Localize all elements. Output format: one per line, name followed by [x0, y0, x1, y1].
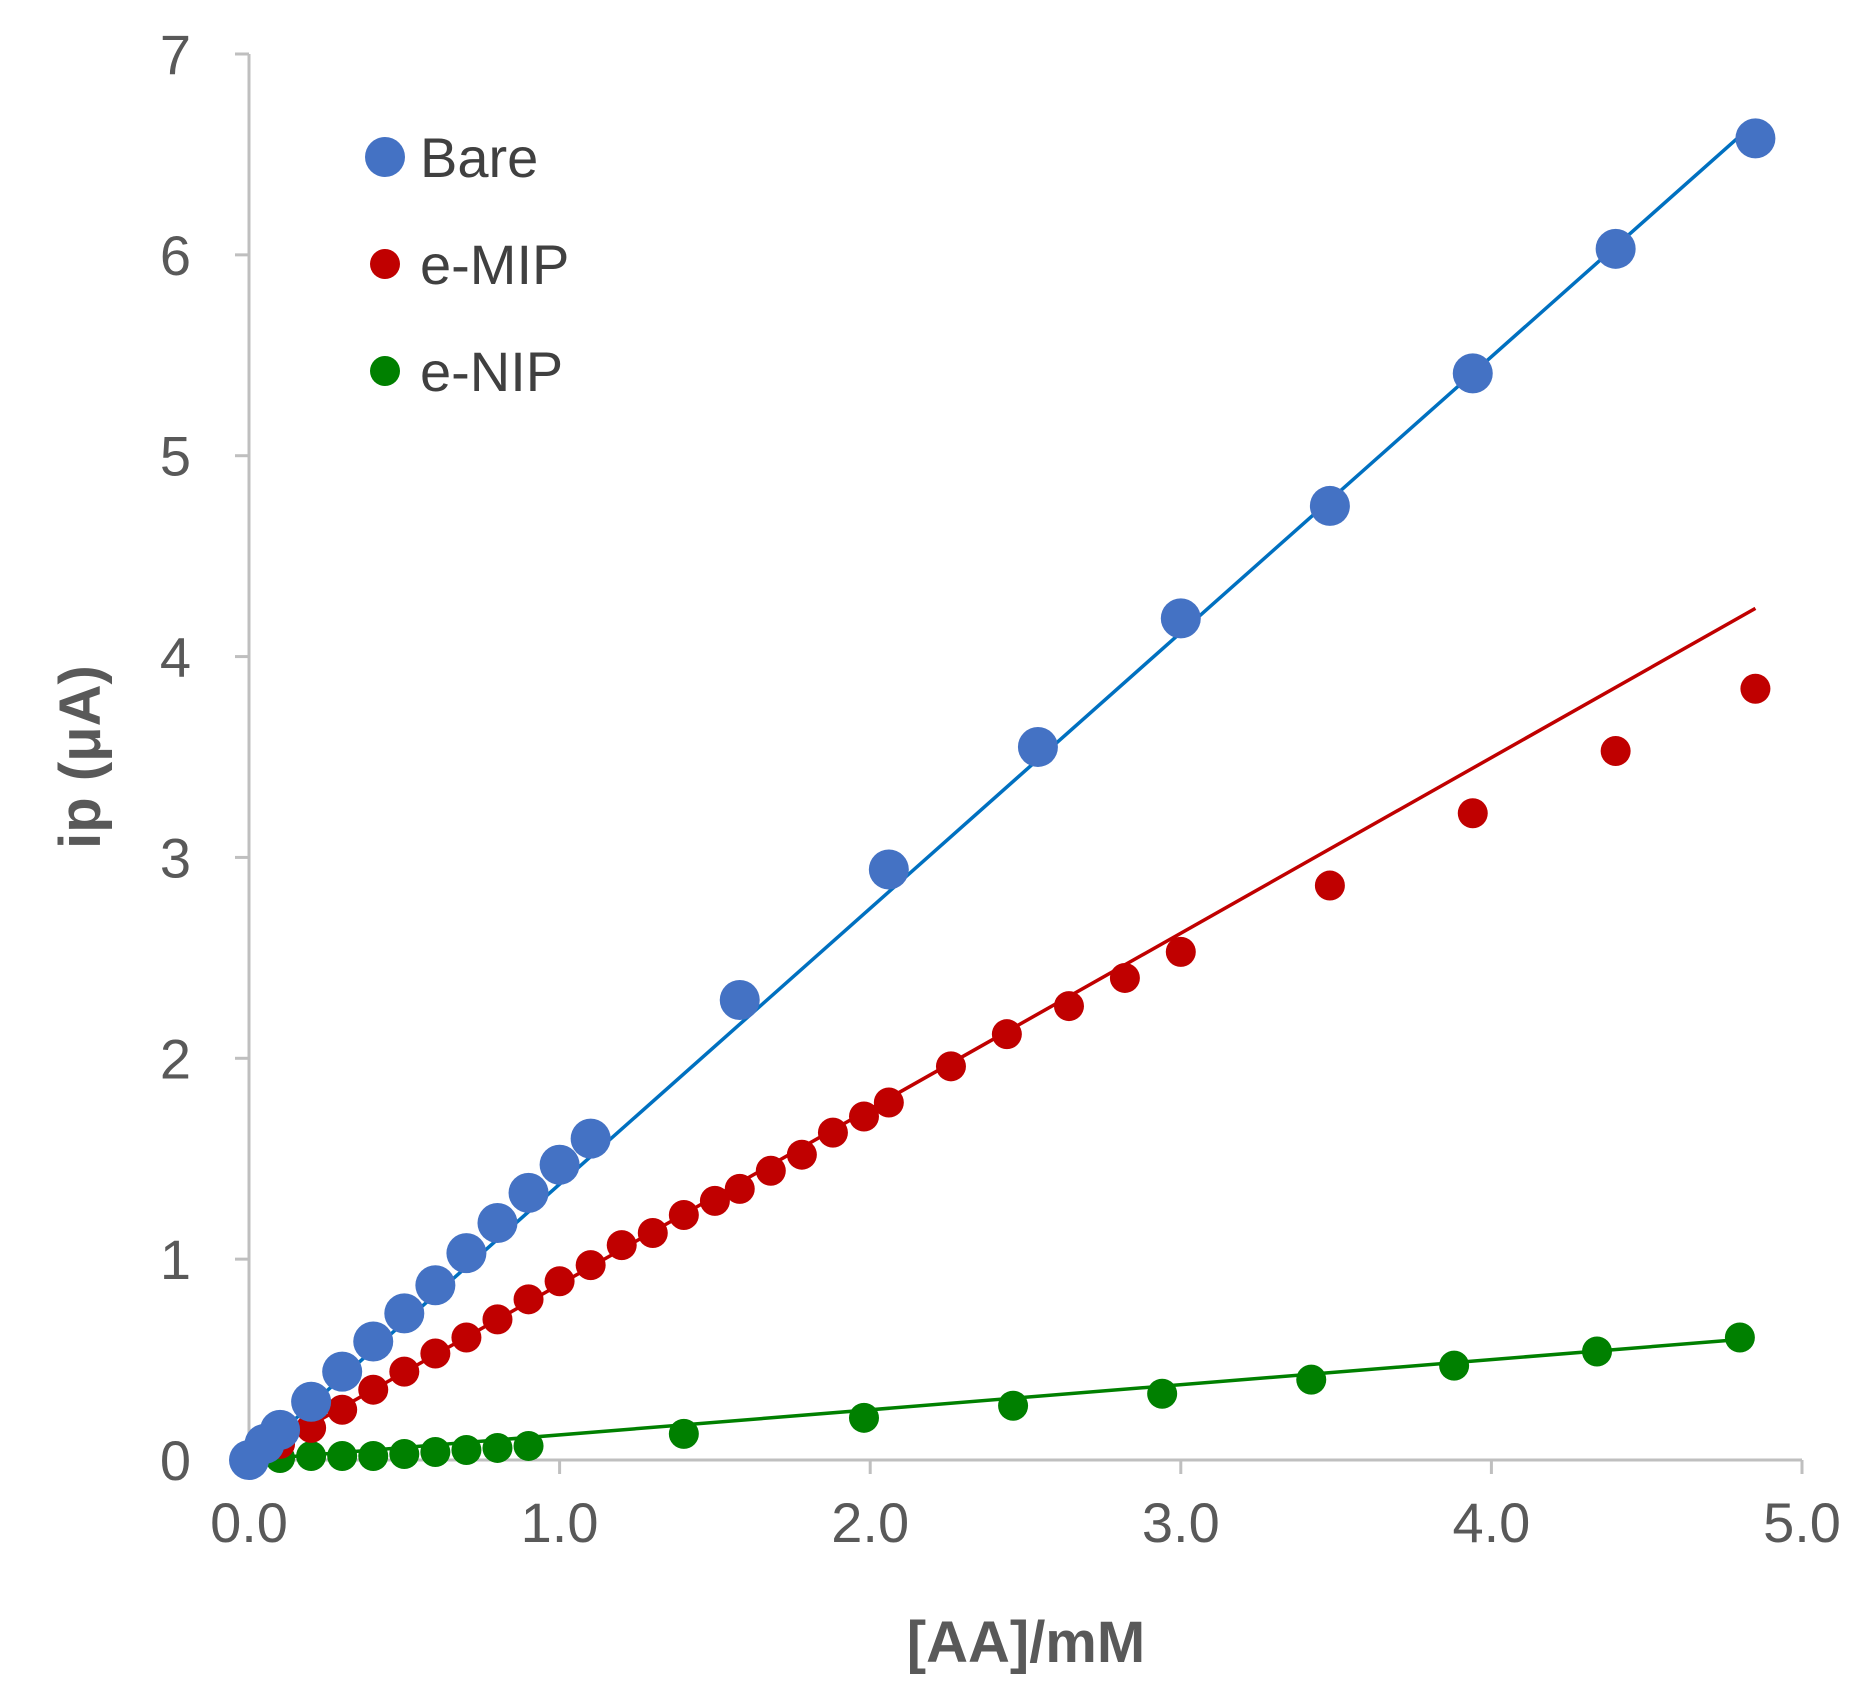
point-bare: [353, 1321, 394, 1362]
x-tick-label: 4.0: [1452, 1491, 1530, 1554]
point-e-mip: [389, 1356, 420, 1387]
point-e-nip: [327, 1440, 358, 1471]
y-tick-label: 7: [160, 23, 191, 86]
legend-label-e-mip: e-MIP: [420, 233, 569, 296]
series-e-nip: [234, 1322, 1755, 1475]
point-e-nip: [848, 1402, 879, 1433]
point-e-nip: [1296, 1364, 1327, 1395]
point-bare: [1452, 353, 1493, 394]
y-tick-label: 4: [160, 626, 191, 689]
y-tick-label: 3: [160, 826, 191, 889]
legend-item-e-mip: e-MIP: [370, 233, 569, 296]
point-bare: [868, 849, 909, 890]
axes: [247, 54, 1802, 1462]
point-bare: [384, 1293, 425, 1334]
point-e-nip: [1439, 1350, 1470, 1381]
point-e-mip: [991, 1019, 1022, 1050]
point-e-mip: [420, 1338, 451, 1369]
point-e-nip: [389, 1438, 420, 1469]
point-e-mip: [358, 1374, 389, 1405]
point-e-mip: [1314, 870, 1345, 901]
point-e-nip: [1724, 1322, 1755, 1353]
point-e-nip: [358, 1440, 389, 1471]
point-e-mip: [786, 1139, 817, 1170]
point-e-mip: [1053, 991, 1084, 1022]
y-tick-label: 1: [160, 1228, 191, 1291]
point-bare: [719, 980, 760, 1021]
point-e-mip: [935, 1051, 966, 1082]
legend-item-e-nip: e-NIP: [370, 340, 563, 403]
point-bare: [477, 1202, 518, 1243]
point-bare: [1160, 598, 1201, 639]
point-e-mip: [637, 1218, 668, 1249]
point-e-nip: [420, 1436, 451, 1467]
legend-marker-e-mip: [370, 249, 400, 279]
point-e-mip: [1457, 798, 1488, 829]
series-bare: [229, 118, 1776, 1480]
point-e-mip: [482, 1304, 513, 1335]
legend-marker-bare: [365, 137, 405, 177]
point-e-nip: [1582, 1336, 1613, 1367]
point-e-nip: [482, 1432, 513, 1463]
data-points: [229, 118, 1776, 1480]
point-e-mip: [1740, 673, 1771, 704]
point-e-nip: [513, 1430, 544, 1461]
x-tick-label: 0.0: [210, 1491, 288, 1554]
x-tick-label: 3.0: [1142, 1491, 1220, 1554]
point-e-mip: [817, 1117, 848, 1148]
point-bare: [508, 1172, 549, 1213]
point-e-nip: [668, 1418, 699, 1449]
y-tick-label: 5: [160, 425, 191, 488]
point-e-nip: [451, 1434, 482, 1465]
point-e-mip: [1600, 735, 1631, 766]
point-e-mip: [699, 1185, 730, 1216]
y-ticks: 0 1 2 3 4 5 6 7: [160, 23, 249, 1492]
y-axis-title: ip (μA): [48, 665, 113, 849]
point-e-mip: [1165, 936, 1196, 967]
point-e-mip: [544, 1266, 575, 1297]
point-e-nip: [998, 1390, 1029, 1421]
point-e-mip: [848, 1101, 879, 1132]
point-e-mip: [513, 1284, 544, 1315]
x-axis-title: [AA]/mM: [907, 1610, 1145, 1675]
point-bare: [322, 1351, 363, 1392]
point-e-mip: [1109, 962, 1140, 993]
point-e-mip: [606, 1230, 637, 1261]
point-e-mip: [575, 1250, 606, 1281]
point-e-nip: [1147, 1378, 1178, 1409]
point-e-mip: [668, 1199, 699, 1230]
y-tick-label: 0: [160, 1429, 191, 1492]
point-e-mip: [296, 1412, 327, 1443]
point-bare: [570, 1118, 611, 1159]
y-tick-label: 6: [160, 224, 191, 287]
point-bare: [1309, 485, 1350, 526]
series-e-mip: [234, 673, 1771, 1475]
legend-label-e-nip: e-NIP: [420, 340, 563, 403]
legend-marker-e-nip: [370, 356, 400, 386]
legend-label-bare: Bare: [420, 126, 538, 189]
point-bare: [539, 1144, 580, 1185]
point-bare: [1017, 726, 1058, 767]
point-bare: [446, 1233, 487, 1274]
x-tick-label: 1.0: [521, 1491, 599, 1554]
legend-item-bare: Bare: [365, 126, 538, 189]
legend: Bare e-MIP e-NIP: [365, 126, 569, 403]
point-e-mip: [327, 1394, 358, 1425]
x-tick-label: 5.0: [1763, 1491, 1841, 1554]
point-bare: [1595, 228, 1636, 269]
point-e-mip: [755, 1155, 786, 1186]
point-bare: [260, 1409, 301, 1450]
y-tick-label: 2: [160, 1027, 191, 1090]
point-bare: [1735, 118, 1776, 159]
point-e-nip: [296, 1440, 327, 1471]
point-e-mip: [451, 1322, 482, 1353]
point-e-mip: [873, 1087, 904, 1118]
point-e-mip: [724, 1173, 755, 1204]
x-ticks: 0.0 1.0 2.0 3.0 4.0 5.0: [210, 1460, 1841, 1554]
point-bare: [415, 1265, 456, 1306]
x-tick-label: 2.0: [831, 1491, 909, 1554]
point-bare: [291, 1381, 332, 1422]
